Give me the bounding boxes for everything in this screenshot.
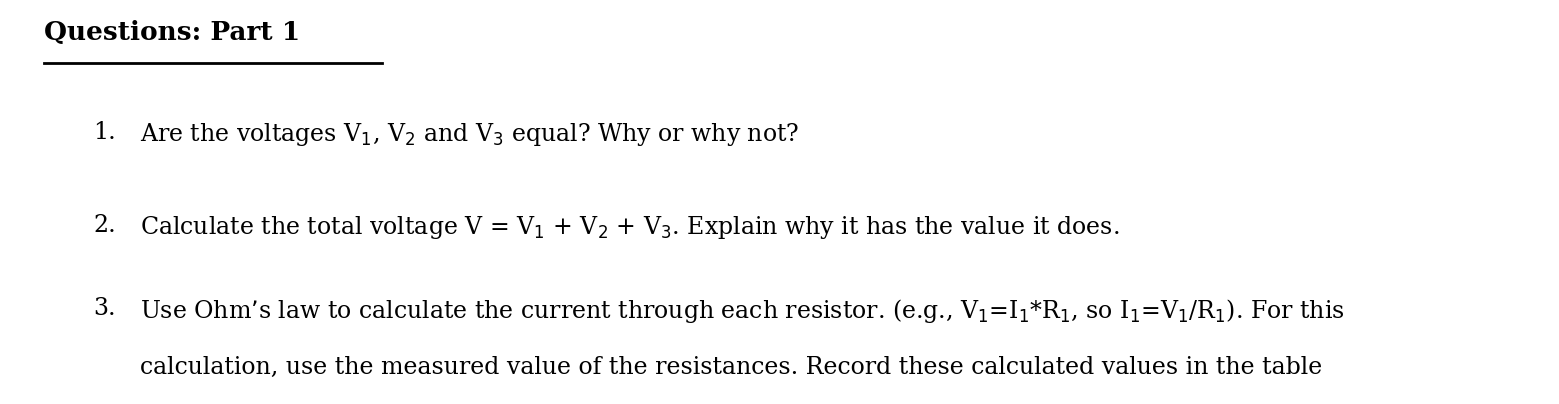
- Text: Use Ohm’s law to calculate the current through each resistor. (e.g., V$_1$=I$_1$: Use Ohm’s law to calculate the current t…: [140, 297, 1345, 325]
- Text: 1.: 1.: [94, 121, 117, 144]
- Text: 3.: 3.: [94, 297, 117, 320]
- Text: Questions: Part 1: Questions: Part 1: [44, 20, 299, 45]
- Text: calculation, use the measured value of the resistances. Record these calculated : calculation, use the measured value of t…: [140, 356, 1322, 379]
- Text: Calculate the total voltage V = V$_1$ + V$_2$ + V$_3$. Explain why it has the va: Calculate the total voltage V = V$_1$ + …: [140, 214, 1119, 241]
- Text: 2.: 2.: [94, 214, 117, 237]
- Text: Are the voltages V$_1$, V$_2$ and V$_3$ equal? Why or why not?: Are the voltages V$_1$, V$_2$ and V$_3$ …: [140, 121, 800, 148]
